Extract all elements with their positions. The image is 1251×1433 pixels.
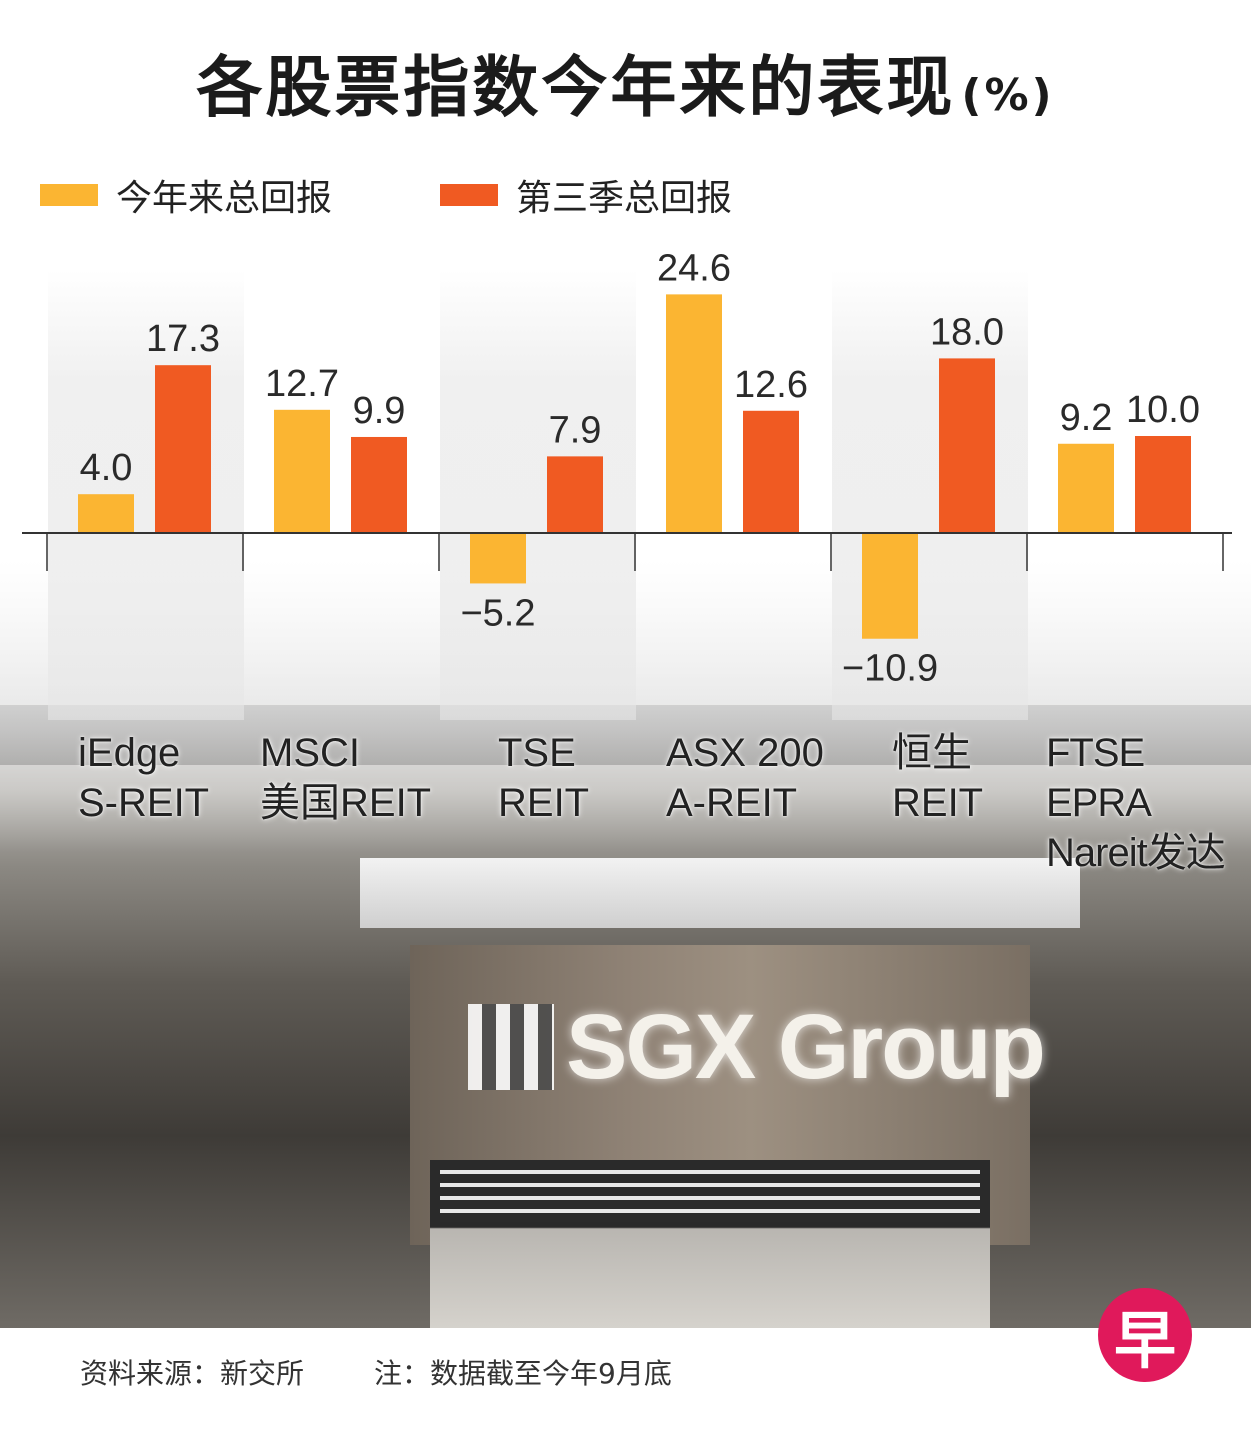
entrance-canopy — [360, 858, 1080, 928]
value-label: 9.9 — [353, 390, 406, 432]
legend-swatch-q3 — [440, 184, 498, 206]
bar-ytd — [666, 294, 722, 533]
legend-swatch-ytd — [40, 184, 98, 206]
category-label-line: 美国REIT — [260, 781, 432, 825]
bar-ytd — [862, 533, 918, 639]
category-label-hangseng: 恒生 REIT — [892, 728, 983, 828]
category-label-line: REIT — [498, 781, 590, 825]
category-panels — [48, 270, 1028, 720]
counter-stripes — [440, 1170, 980, 1222]
value-label: −5.2 — [460, 592, 535, 634]
bar-q3 — [939, 358, 995, 533]
value-label: 7.9 — [549, 409, 602, 451]
category-label-line: Nareit发达 — [1046, 831, 1226, 875]
legend-item-q3: 第三季总回报 — [440, 170, 732, 220]
value-label: 18.0 — [930, 311, 1004, 353]
source-note: 资料来源：新交所 — [80, 1357, 305, 1390]
category-panel — [832, 270, 1028, 720]
bar-ytd — [274, 409, 330, 533]
category-label-iedge: iEdge S-REIT — [78, 728, 209, 828]
bar-q3 — [155, 365, 211, 533]
legend-item-ytd: 今年来总回报 — [40, 170, 332, 220]
chart-title: 各股票指数今年来的表现 (%) — [0, 34, 1251, 130]
category-label-line: FTSE EPRA — [1046, 731, 1152, 825]
value-label: 24.6 — [657, 247, 731, 289]
chart-title-text: 各股票指数今年来的表现 — [196, 49, 956, 126]
legend-label-ytd: 今年来总回报 — [116, 178, 333, 219]
bar-q3 — [1135, 436, 1191, 533]
category-label-line: A-REIT — [666, 781, 798, 825]
bar-ytd — [1058, 443, 1114, 533]
value-labels: 4.0 12.7 −5.2 24.6 −10.9 9.2 17.3 9.9 7.9 12.6 18.… — [80, 247, 1200, 689]
category-label-line: iEdge — [78, 731, 181, 775]
chart-title-unit: (%) — [961, 70, 1055, 121]
value-label: 9.2 — [1060, 397, 1113, 439]
sgx-group-logo: SGX Group — [468, 996, 1046, 1098]
date-note: 注：数据截至今年9月底 — [374, 1357, 672, 1390]
footer — [0, 1328, 1251, 1433]
category-label-line: TSE — [498, 731, 576, 775]
bars — [78, 294, 1191, 639]
bar-ytd — [78, 494, 134, 533]
value-label: 10.0 — [1126, 389, 1200, 431]
category-label-tse: TSE REIT — [498, 728, 589, 828]
category-label-line: REIT — [892, 781, 984, 825]
bar-q3 — [351, 436, 407, 533]
sgx-mark-icon — [468, 1004, 554, 1090]
zero-axis — [22, 532, 1232, 571]
value-label: −10.9 — [842, 648, 938, 690]
category-label-asx: ASX 200 A-REIT — [666, 728, 824, 828]
value-label: 12.7 — [265, 363, 339, 405]
value-label: 4.0 — [80, 447, 133, 489]
category-label-line: MSCI — [260, 731, 360, 775]
category-label-ftse: FTSE EPRA Nareit发达 — [1046, 728, 1251, 878]
category-label-msci: MSCI 美国REIT — [260, 728, 431, 828]
category-label-line: ASX 200 — [666, 731, 824, 775]
bar-ytd — [470, 533, 526, 584]
bar-q3 — [547, 456, 603, 533]
sgx-logo-text: SGX Group — [566, 995, 1046, 1098]
bar-q3 — [743, 410, 799, 533]
bar-chart: 4.0 12.7 −5.2 24.6 −10.9 9.2 17.3 9.9 7.9 12.6 18.… — [22, 247, 1232, 720]
legend-label-q3: 第三季总回报 — [516, 178, 733, 219]
value-label: 17.3 — [146, 318, 220, 360]
category-label-line: S-REIT — [78, 781, 210, 825]
zaobao-logo-icon: 早 — [1098, 1288, 1192, 1382]
category-panel — [440, 270, 636, 720]
category-label-line: 恒生 — [892, 731, 972, 775]
value-label: 12.6 — [734, 364, 808, 406]
